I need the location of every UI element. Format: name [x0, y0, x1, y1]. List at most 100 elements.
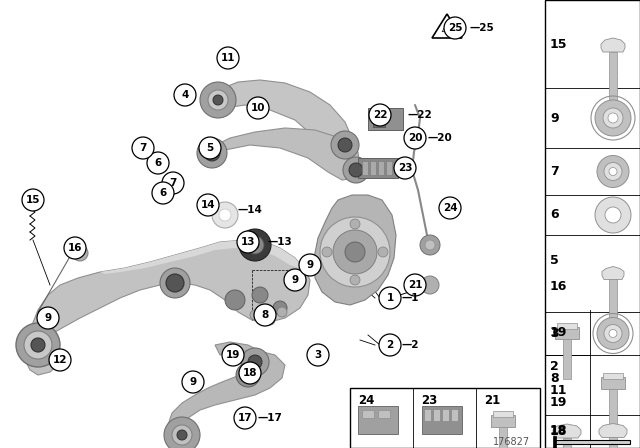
Circle shape — [608, 113, 618, 123]
Circle shape — [331, 131, 359, 159]
Circle shape — [236, 363, 260, 387]
Circle shape — [247, 97, 269, 119]
Text: 18: 18 — [243, 368, 257, 378]
Circle shape — [248, 355, 262, 369]
Text: 16: 16 — [68, 243, 83, 253]
Polygon shape — [208, 80, 352, 155]
Bar — [378, 410, 390, 418]
Bar — [493, 411, 513, 417]
Circle shape — [242, 369, 254, 381]
Text: 21: 21 — [484, 394, 500, 407]
Circle shape — [239, 229, 271, 261]
Circle shape — [345, 242, 365, 262]
Text: 11: 11 — [221, 53, 236, 63]
Text: 16: 16 — [550, 280, 568, 293]
Text: 4: 4 — [181, 90, 189, 100]
Text: 15: 15 — [26, 195, 40, 205]
Text: 5: 5 — [206, 143, 214, 153]
Text: 9: 9 — [291, 275, 299, 285]
Bar — [555, 327, 579, 339]
Text: 19: 19 — [226, 350, 240, 360]
Circle shape — [307, 344, 329, 366]
Circle shape — [182, 371, 204, 393]
Bar — [362, 161, 368, 175]
Bar — [601, 377, 625, 389]
Circle shape — [343, 157, 369, 183]
Text: 23: 23 — [397, 163, 412, 173]
Circle shape — [273, 301, 287, 315]
Circle shape — [349, 163, 363, 177]
Text: 12: 12 — [52, 355, 67, 365]
Text: 9: 9 — [44, 313, 52, 323]
Polygon shape — [168, 342, 285, 440]
Circle shape — [604, 324, 622, 343]
Circle shape — [16, 323, 60, 367]
Bar — [609, 52, 617, 102]
Text: 24: 24 — [358, 394, 374, 407]
Circle shape — [234, 407, 256, 429]
Circle shape — [49, 349, 71, 371]
Circle shape — [605, 207, 621, 223]
Circle shape — [604, 163, 622, 181]
Bar — [368, 108, 403, 130]
Circle shape — [204, 145, 220, 161]
Circle shape — [64, 237, 86, 259]
Circle shape — [160, 268, 190, 298]
Polygon shape — [553, 424, 581, 438]
Circle shape — [425, 240, 435, 250]
Text: 7: 7 — [550, 165, 559, 178]
Circle shape — [394, 157, 416, 179]
Circle shape — [132, 137, 154, 159]
Bar — [609, 389, 617, 429]
Circle shape — [609, 329, 617, 337]
Circle shape — [320, 217, 390, 287]
Text: 19: 19 — [550, 396, 568, 409]
Circle shape — [299, 254, 321, 276]
Text: 19: 19 — [550, 326, 568, 339]
Text: —25: —25 — [470, 23, 495, 33]
Circle shape — [338, 138, 352, 152]
Text: 9: 9 — [550, 112, 559, 125]
Circle shape — [246, 236, 264, 254]
Circle shape — [378, 247, 388, 257]
Circle shape — [421, 276, 439, 294]
Circle shape — [212, 202, 238, 228]
Text: 15: 15 — [550, 38, 568, 51]
Circle shape — [225, 290, 245, 310]
Bar — [451, 409, 458, 421]
Circle shape — [252, 287, 268, 303]
Circle shape — [208, 90, 228, 110]
Polygon shape — [100, 240, 305, 274]
Circle shape — [177, 430, 187, 440]
Circle shape — [597, 318, 629, 349]
Circle shape — [439, 197, 461, 219]
Text: 9: 9 — [189, 377, 196, 387]
Circle shape — [222, 344, 244, 366]
Circle shape — [213, 95, 223, 105]
Text: 24: 24 — [443, 203, 458, 213]
Text: 8: 8 — [550, 372, 559, 385]
Text: 17: 17 — [237, 413, 252, 423]
Text: 8: 8 — [261, 310, 269, 320]
Bar — [545, 0, 640, 448]
Circle shape — [404, 274, 426, 296]
Circle shape — [277, 307, 287, 317]
Circle shape — [350, 219, 360, 229]
Polygon shape — [208, 128, 360, 180]
Text: ⚠: ⚠ — [441, 21, 453, 35]
Circle shape — [72, 245, 88, 261]
Circle shape — [333, 230, 377, 274]
Polygon shape — [602, 267, 624, 280]
Circle shape — [404, 127, 426, 149]
Text: —22: —22 — [408, 110, 433, 120]
Text: 6: 6 — [550, 208, 559, 221]
Circle shape — [166, 274, 184, 292]
Bar — [373, 115, 385, 127]
Circle shape — [162, 172, 184, 194]
Bar — [557, 323, 577, 329]
Bar — [499, 427, 507, 448]
Text: —13: —13 — [267, 237, 292, 247]
Text: 18: 18 — [550, 425, 568, 438]
Polygon shape — [25, 240, 310, 375]
Circle shape — [379, 334, 401, 356]
